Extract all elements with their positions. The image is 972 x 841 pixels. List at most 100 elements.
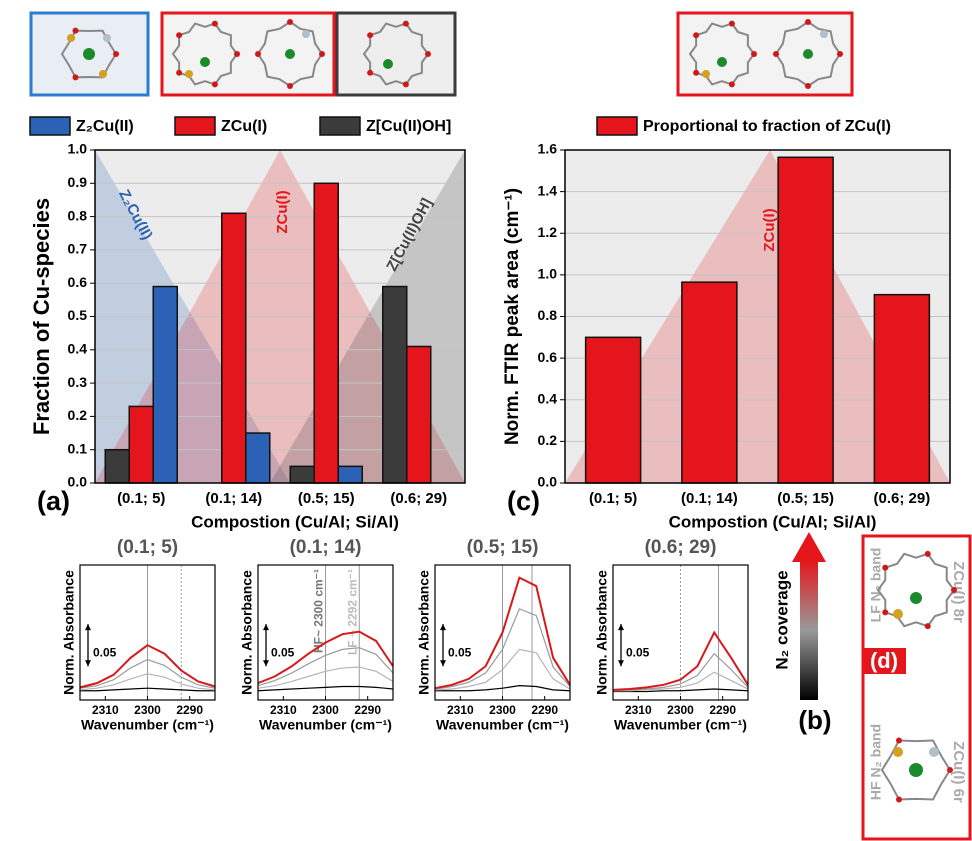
bar: [337, 465, 363, 484]
atom: [803, 49, 813, 59]
legend-swatch: [174, 116, 216, 136]
o-atom: [882, 609, 889, 616]
spectrum: [435, 685, 571, 692]
x-tick-label: 2310: [625, 703, 652, 717]
x-tick-label: 2310: [447, 703, 474, 717]
x-tick-label: (0.1; 5): [117, 490, 165, 507]
y-tick-label: 0.1: [68, 440, 88, 456]
x-tick-label: 2300: [134, 703, 161, 717]
legend-swatch: [319, 116, 361, 136]
y-tick-label: 1.2: [538, 224, 558, 240]
panel-title: (0.5; 15): [467, 537, 539, 558]
x-tick-label: 2310: [92, 703, 119, 717]
spectrum: [612, 630, 749, 691]
atom: [909, 763, 923, 777]
atom: [893, 747, 903, 757]
o-atom: [234, 51, 240, 57]
bar: [289, 465, 315, 484]
spectrum: [434, 648, 571, 691]
o-atom: [211, 20, 218, 27]
legend-label: ZCu(I): [221, 118, 267, 135]
o-atom: [751, 51, 757, 57]
icon-box: [335, 11, 457, 97]
ring: [688, 22, 756, 86]
spectrum: [434, 576, 571, 690]
legend-label: Proportional to fraction of ZCu(I): [643, 118, 891, 135]
panel-label: (a): [37, 486, 70, 516]
x-tick-label: (0.1; 5): [589, 490, 637, 507]
spectrum: [434, 608, 571, 690]
o-atom: [211, 81, 218, 88]
panel-d-tag: [862, 648, 906, 674]
o-atom: [319, 51, 325, 57]
y-tick-label: 0.0: [538, 474, 558, 490]
scale-arrow: [85, 624, 91, 631]
x-tick-label: 2290: [531, 703, 558, 717]
x-axis-title: Compostion (Cu/Al; Si/Al): [191, 512, 399, 531]
y-tick-label: 0.8: [538, 307, 558, 323]
o-atom: [425, 51, 431, 57]
spectrum: [79, 658, 216, 689]
y-tick-label: 0.4: [68, 341, 88, 357]
o-atom: [255, 51, 261, 57]
scale-bar-label: 0.05: [93, 645, 117, 659]
site-label: ZCu(I) 8r: [950, 561, 967, 623]
scale-arrow: [263, 660, 269, 667]
o-atom: [693, 69, 700, 76]
o-atom: [72, 27, 79, 34]
o-atom: [924, 550, 931, 557]
bar: [104, 448, 130, 484]
x-tick-label: (0.5; 15): [777, 490, 834, 507]
o-atom: [287, 83, 293, 89]
spectrum: [80, 687, 215, 692]
bar: [152, 285, 178, 484]
bar: [777, 156, 834, 484]
o-atom: [113, 51, 119, 57]
legend-swatch: [596, 116, 638, 136]
panel-label: (d): [870, 648, 898, 673]
legend-swatch: [29, 116, 71, 136]
y-tick-label: 1.0: [68, 141, 88, 157]
x-tick-label: 2290: [176, 703, 203, 717]
panel-title: (0.1; 5): [117, 537, 178, 558]
scale-bar-label: 0.05: [271, 645, 295, 659]
x-tick-label: 2290: [709, 703, 736, 717]
atom: [910, 592, 922, 604]
spectrum: [257, 647, 394, 687]
scale-arrow: [618, 660, 624, 667]
bar: [128, 405, 154, 484]
spectrum: [257, 685, 394, 692]
y-tick-label: 1.0: [538, 266, 558, 282]
y-tick-label: 0.6: [538, 349, 558, 365]
o-atom: [402, 20, 409, 27]
o-atom: [896, 737, 902, 744]
y-tick-label: 1.6: [538, 141, 558, 157]
o-atom: [773, 51, 779, 57]
annotation: ZCu(I): [274, 190, 291, 233]
spectrum: [612, 652, 749, 692]
o-atom: [924, 623, 931, 630]
x-axis-title: Compostion (Cu/Al; Si/Al): [669, 512, 877, 531]
y-tick-label: 0.4: [538, 390, 558, 406]
y-axis-title: Fraction of Cu-species: [29, 198, 54, 435]
o-atom: [72, 74, 79, 81]
ring: [876, 552, 956, 628]
y-tick-label: 0.2: [68, 407, 88, 423]
scale-arrow: [85, 660, 91, 667]
bar: [313, 182, 339, 484]
bar: [584, 336, 642, 484]
panel-label: (c): [507, 486, 540, 516]
x-tick-label: 2300: [312, 703, 339, 717]
x-tick-label: 2310: [270, 703, 297, 717]
x-tick-label: 2300: [667, 703, 694, 717]
atom: [302, 30, 310, 38]
y-tick-label: 0.8: [68, 207, 88, 223]
ring: [880, 739, 952, 801]
spectrum: [79, 673, 216, 691]
icon-box: [160, 11, 336, 97]
spectrum: [257, 666, 394, 689]
panel-title: (0.6; 29): [645, 537, 717, 558]
scale-bar-label: 0.05: [626, 645, 650, 659]
reference-label: HF~ 2300 cm⁻¹: [312, 569, 326, 653]
o-atom: [176, 32, 183, 39]
